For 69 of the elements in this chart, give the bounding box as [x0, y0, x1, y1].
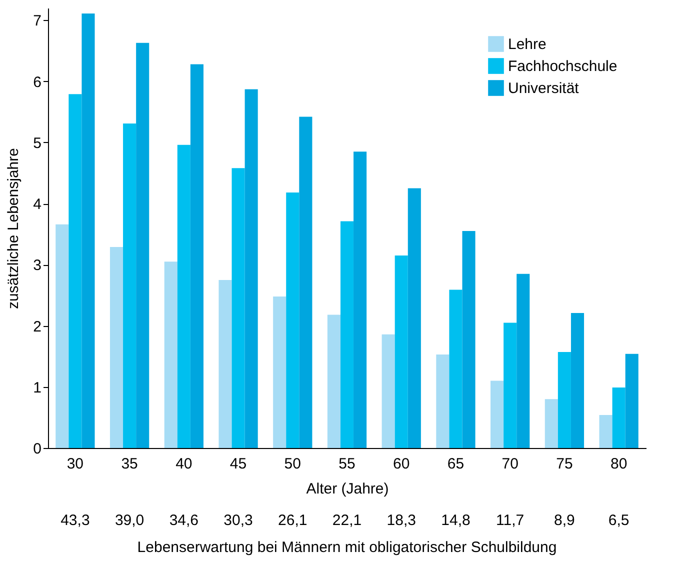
y-tick-label: 7 [33, 12, 42, 30]
bar [286, 192, 300, 448]
bar [273, 296, 286, 448]
text: 18,3 [386, 512, 416, 529]
text: 8,9 [554, 512, 575, 529]
bar [56, 224, 69, 448]
legend-label: Universität [508, 80, 580, 97]
x-tick-label: 50 [284, 456, 301, 472]
text: 22,1 [332, 512, 362, 529]
bar [570, 312, 584, 448]
x-tick-label: 35 [121, 456, 138, 472]
legend-label: Lehre [508, 36, 546, 53]
text: 14,8 [441, 512, 470, 529]
bar [544, 399, 558, 448]
y-tick-label: 5 [33, 134, 42, 152]
text: 43,3 [60, 512, 90, 529]
x-tick-label: 40 [176, 456, 192, 472]
bar [625, 354, 638, 448]
y-tick-label: 0 [33, 440, 42, 458]
x-tick-label: 75 [556, 456, 573, 472]
text: 34,6 [169, 512, 199, 529]
bar [354, 152, 367, 448]
bar [218, 280, 232, 448]
bar [190, 64, 204, 448]
bar [394, 256, 408, 448]
text: 30,3 [224, 512, 253, 529]
bar [164, 262, 178, 448]
bar [462, 231, 476, 448]
y-axis-title: zusätzliche Lebensjahre [5, 148, 22, 309]
text: Lebenserwartung bei Männern mit obligatorischer Schulbildung [137, 539, 557, 556]
y-tick-label: 3 [33, 257, 42, 274]
bar [408, 188, 421, 448]
text: 11,7 [496, 512, 524, 529]
legend-label: Fachhochschule [508, 58, 618, 75]
bar [82, 14, 95, 448]
x-axis-title: Alter (Jahre) [306, 480, 389, 498]
x-tick-label: 70 [502, 456, 518, 472]
bar [110, 246, 124, 448]
bar [232, 168, 245, 448]
bar [123, 124, 136, 448]
bar [490, 380, 504, 448]
y-tick-label: 4 [33, 196, 42, 214]
bar [516, 274, 530, 448]
bar [340, 221, 354, 448]
bar [299, 116, 312, 448]
text: 26,1 [278, 512, 308, 529]
bar [612, 388, 626, 448]
y-tick-label: 6 [33, 74, 42, 91]
bar [177, 144, 190, 448]
x-tick-label: 55 [338, 456, 356, 472]
y-tick-label: 2 [33, 318, 42, 336]
y-tick-label: 1 [33, 379, 42, 396]
bar [68, 94, 82, 448]
bar [382, 334, 395, 448]
bar [504, 322, 517, 448]
text: 6,5 [608, 512, 630, 529]
bar [558, 352, 571, 448]
x-tick-label: 30 [66, 456, 84, 472]
bar [436, 354, 450, 448]
bar [449, 290, 462, 448]
x-tick-label: 45 [230, 456, 247, 472]
bar [327, 314, 340, 448]
bar [136, 42, 150, 448]
bar [244, 89, 258, 448]
bar [599, 415, 612, 448]
x-tick-label: 80 [610, 456, 628, 472]
text: 39,0 [114, 512, 144, 529]
x-tick-label: 65 [447, 456, 464, 472]
x-tick-label: 60 [393, 456, 410, 472]
